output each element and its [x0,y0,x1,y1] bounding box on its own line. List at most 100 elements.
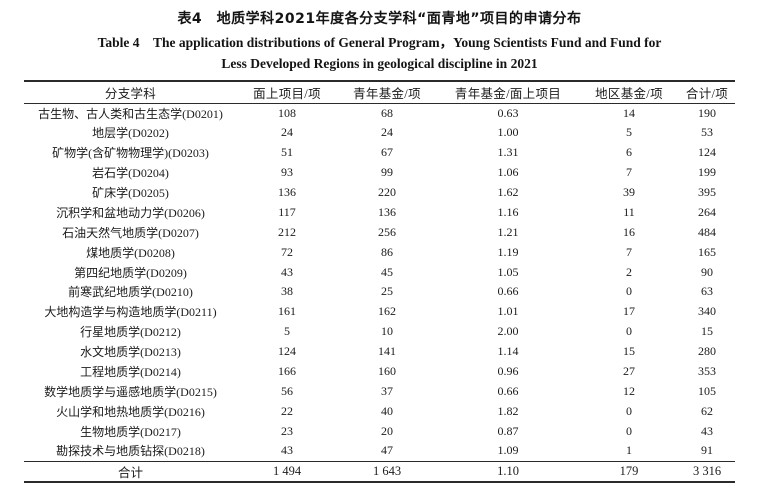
cell-region: 16 [623,224,635,239]
cell-discipline: 火山学和地热地质学(D0216) [56,404,205,419]
cell-ratio: 1.05 [497,264,519,279]
table-row: 行星地质学(D0212) 5 10 2.00 0 15 [24,322,735,342]
cell-ratio: 1.09 [497,443,519,458]
cell-young: 220 [378,185,396,199]
cell-total: 395 [698,185,716,199]
cell-ratio: 1.06 [497,165,519,180]
table-row: 工程地质学(D0214) 166 160 0.96 27 353 [24,362,735,382]
cell-region: 14 [623,105,635,120]
cell-young: 40 [381,403,393,418]
header-young-scientists-fund: 青年基金/项 [337,81,437,104]
table-row: 岩石学(D0204) 93 99 1.06 7 199 [24,163,735,183]
cell-ratio: 0.63 [497,105,519,120]
cell-region: 0 [626,284,632,299]
cell-discipline: 古生物、古人类和古生态学(D0201) [38,106,223,121]
cell-total: 353 [698,364,716,379]
cell-region: 27 [623,364,635,379]
cell-young: 99 [381,165,393,180]
cell-discipline: 岩石学(D0204) [92,166,169,181]
cell-total: 165 [698,244,716,259]
cell-ratio: 1.19 [497,244,519,259]
cell-region: 12 [623,383,635,398]
cell-general: 23 [281,423,293,438]
cell-ratio: 1.21 [497,224,519,239]
cell-ratio: 1.82 [497,403,519,418]
table-row: 矿床学(D0205) 136 220 1.62 39 395 [24,183,735,203]
cell-total: 484 [698,224,716,239]
total-young: 1 643 [337,460,437,483]
cell-young: 47 [381,443,393,458]
table-row: 火山学和地热地质学(D0216) 22 40 1.82 0 62 [24,401,735,421]
cell-young: 67 [381,145,393,160]
cell-young: 136 [378,204,396,219]
header-row: 分支学科 面上项目/项 青年基金/项 青年基金/面上项目 地区基金/项 合计/项 [24,81,735,104]
cell-general: 5 [284,324,290,339]
cell-ratio: 1.14 [497,344,519,359]
cell-total: 105 [698,383,716,398]
cell-region: 7 [626,165,632,180]
table-row: 煤地质学(D0208) 72 86 1.19 7 165 [24,242,735,262]
cell-total: 340 [698,304,716,319]
cell-discipline: 行星地质学(D0212) [80,325,181,340]
cell-discipline: 沉积学和盆地动力学(D0206) [56,205,205,220]
cell-discipline: 数学地质学与遥感地质学(D0215) [44,384,217,399]
application-distribution-table: 分支学科 面上项目/项 青年基金/项 青年基金/面上项目 地区基金/项 合计/项… [24,80,735,484]
cell-young: 25 [381,284,393,299]
cell-discipline: 工程地质学(D0214) [80,365,181,380]
table-row: 生物地质学(D0217) 23 20 0.87 0 43 [24,421,735,441]
table-row: 地层学(D0202) 24 24 1.00 5 53 [24,123,735,143]
cell-young: 37 [381,383,393,398]
cell-total: 124 [698,145,716,160]
cell-region: 7 [626,244,632,259]
cell-ratio: 1.31 [497,145,519,160]
table-row: 沉积学和盆地动力学(D0206) 117 136 1.16 11 264 [24,202,735,222]
cell-general: 93 [281,165,293,180]
cell-young: 162 [378,304,396,319]
cell-discipline: 石油天然气地质学(D0207) [62,225,199,240]
cell-general: 161 [278,304,296,319]
cell-discipline: 第四纪地质学(D0209) [74,265,187,280]
cell-general: 124 [278,344,296,359]
cell-ratio: 1.62 [497,185,519,199]
cell-general: 43 [281,264,293,279]
total-ratio: 1.10 [437,460,579,483]
cell-general: 212 [278,224,296,239]
cell-young: 141 [378,344,396,359]
table-row: 数学地质学与遥感地质学(D0215) 56 37 0.66 12 105 [24,381,735,401]
cell-discipline: 矿床学(D0205) [92,186,169,200]
cell-total: 43 [701,423,713,438]
cell-discipline: 勘探技术与地质钻探(D0218) [56,444,205,459]
cell-general: 166 [278,364,296,379]
cell-general: 43 [281,443,293,458]
table-row: 石油天然气地质学(D0207) 212 256 1.21 16 484 [24,222,735,242]
cell-general: 51 [281,145,293,160]
cell-general: 22 [281,403,293,418]
cell-discipline: 煤地质学(D0208) [86,245,175,260]
total-general: 1 494 [237,460,337,483]
cell-region: 17 [623,304,635,319]
cell-discipline: 矿物学(含矿物物理学)(D0203) [52,146,209,161]
table-row: 大地构造学与构造地质学(D0211) 161 162 1.01 17 340 [24,302,735,322]
cell-general: 136 [278,185,296,199]
cell-young: 68 [381,105,393,120]
table-row: 古生物、古人类和古生态学(D0201) 108 68 0.63 14 190 [24,103,735,123]
table-row: 第四纪地质学(D0209) 43 45 1.05 2 90 [24,262,735,282]
cell-ratio: 2.00 [497,324,519,339]
cell-young: 10 [381,324,393,339]
cell-total: 91 [701,443,713,458]
total-region: 179 [579,460,679,483]
cell-young: 160 [378,364,396,379]
table-row: 勘探技术与地质钻探(D0218) 43 47 1.09 1 91 [24,441,735,461]
cell-region: 39 [623,185,635,199]
cell-total: 280 [698,344,716,359]
cell-ratio: 0.87 [497,423,519,438]
header-regions-fund: 地区基金/项 [579,81,679,104]
header-branch-discipline: 分支学科 [24,81,237,104]
cell-discipline: 地层学(D0202) [92,126,169,141]
cell-total: 90 [701,264,713,279]
cell-region: 0 [626,403,632,418]
cell-total: 63 [701,284,713,299]
cell-general: 38 [281,284,293,299]
cell-general: 117 [278,204,296,219]
